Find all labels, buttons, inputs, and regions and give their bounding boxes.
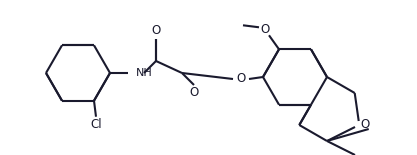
Text: O: O	[151, 24, 161, 38]
Text: O: O	[189, 86, 198, 100]
Text: NH: NH	[136, 68, 153, 78]
Text: O: O	[360, 119, 369, 131]
Text: O: O	[260, 23, 270, 36]
Text: O: O	[236, 73, 246, 86]
Text: Cl: Cl	[90, 118, 102, 131]
